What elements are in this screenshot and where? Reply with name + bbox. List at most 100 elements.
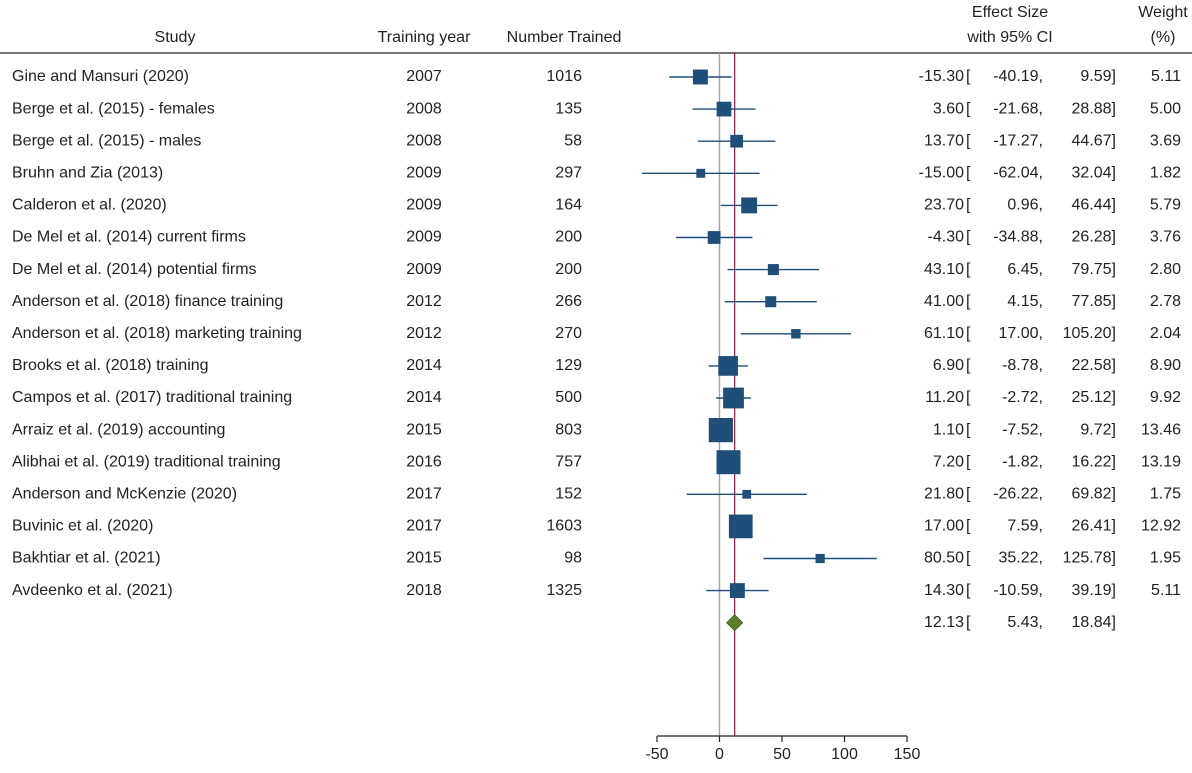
ci-upper-value: 32.04] xyxy=(1072,165,1116,182)
training-year-value: 2009 xyxy=(406,197,442,214)
weight-value: 3.69 xyxy=(1150,132,1181,149)
ci-lower-value: -7.52, xyxy=(1002,421,1043,438)
ci-lower-value: -17.27, xyxy=(993,132,1043,149)
ci-lower-value: -62.04, xyxy=(993,165,1043,182)
weight-value: 1.75 xyxy=(1150,486,1181,503)
weight-value: 2.04 xyxy=(1150,325,1181,342)
study-label: Campos et al. (2017) traditional trainin… xyxy=(12,389,292,406)
number-trained-value: 500 xyxy=(555,389,582,406)
number-trained-value: 135 xyxy=(555,100,582,117)
study-rows: Gine and Mansuri (2020) 2007 1016 -15.30[-4… xyxy=(12,68,1181,632)
effect-size-value: -15.30 xyxy=(919,68,964,85)
effect-size-value: 7.20 xyxy=(933,453,964,470)
weight-value: 1.95 xyxy=(1150,550,1181,567)
weight-value: 2.80 xyxy=(1150,261,1181,278)
table-row: Alibhai et al. (2019) traditional traini… xyxy=(12,450,1181,475)
study-label: Arraiz et al. (2019) accounting xyxy=(12,421,225,438)
effect-size-value: 17.00 xyxy=(924,518,964,535)
weight-value: 5.00 xyxy=(1150,100,1181,117)
pooled-effect-value: 12.13 xyxy=(924,614,964,631)
study-label: Anderson and McKenzie (2020) xyxy=(12,486,237,503)
study-label: Avdeenko et al. (2021) xyxy=(12,582,173,599)
training-year-value: 2008 xyxy=(406,132,442,149)
number-trained-value: 129 xyxy=(555,357,582,374)
effect-marker xyxy=(696,168,706,178)
weight-value: 1.82 xyxy=(1150,165,1181,182)
training-year-value: 2008 xyxy=(406,100,442,117)
effect-marker xyxy=(708,417,733,443)
table-row: De Mel et al. (2014) potential firms 2009… xyxy=(12,261,1181,278)
weight-value: 5.79 xyxy=(1150,197,1181,214)
ci-open-bracket: [ xyxy=(966,614,971,631)
number-trained-value: 266 xyxy=(555,293,582,310)
header-weight-unit: (%) xyxy=(1151,29,1176,46)
table-row: Anderson and McKenzie (2020) 2017 152 21.80… xyxy=(12,486,1181,503)
study-label: Bakhtiar et al. (2021) xyxy=(12,550,161,567)
training-year-value: 2009 xyxy=(406,165,442,182)
study-label: Alibhai et al. (2019) traditional traini… xyxy=(12,453,281,470)
weight-value: 2.78 xyxy=(1150,293,1181,310)
number-trained-value: 1603 xyxy=(546,518,582,535)
weight-value: 8.90 xyxy=(1150,357,1181,374)
study-label: Berge et al. (2015) - males xyxy=(12,132,201,149)
header-training-year: Training year xyxy=(378,29,471,46)
effect-size-value: 41.00 xyxy=(924,293,964,310)
table-row: Gine and Mansuri (2020) 2007 1016 -15.30[-4… xyxy=(12,68,1181,85)
training-year-value: 2015 xyxy=(406,421,442,438)
weight-value: 13.19 xyxy=(1141,453,1181,470)
effect-marker xyxy=(728,514,753,539)
number-trained-value: 152 xyxy=(555,486,582,503)
effect-size-value: -15.00 xyxy=(919,165,964,182)
study-label: Calderon et al. (2020) xyxy=(12,197,167,214)
effect-marker xyxy=(707,231,721,244)
effect-marker xyxy=(741,197,758,214)
pooled-row: 12.13[5.43, 18.84] xyxy=(726,614,1116,632)
ci-upper-value: 28.88] xyxy=(1072,100,1116,117)
effect-marker xyxy=(729,583,745,599)
ci-upper-value: 69.82] xyxy=(1072,486,1116,503)
header-number-trained: Number Trained xyxy=(507,29,622,46)
table-row: Berge et al. (2015) - males 2008 58 13.70[-… xyxy=(12,132,1181,149)
effect-marker xyxy=(742,489,752,499)
ci-open-bracket: [ xyxy=(966,197,971,214)
ci-open-bracket: [ xyxy=(966,421,971,438)
ci-open-bracket: [ xyxy=(966,486,971,503)
study-label: De Mel et al. (2014) current firms xyxy=(12,229,246,246)
pooled-ci-lower: 5.43, xyxy=(1007,614,1043,631)
ci-lower-value: -40.19, xyxy=(993,68,1043,85)
ci-open-bracket: [ xyxy=(966,453,971,470)
ci-open-bracket: [ xyxy=(966,325,971,342)
x-tick-label: -50 xyxy=(645,746,668,763)
ci-upper-value: 125.78] xyxy=(1063,550,1116,567)
effect-marker xyxy=(723,387,744,409)
training-year-value: 2009 xyxy=(406,261,442,278)
training-year-value: 2009 xyxy=(406,229,442,246)
ci-open-bracket: [ xyxy=(966,357,971,374)
training-year-value: 2012 xyxy=(406,293,442,310)
weight-value: 9.92 xyxy=(1150,389,1181,406)
weight-value: 5.11 xyxy=(1151,68,1181,85)
ci-upper-value: 44.67] xyxy=(1072,132,1116,149)
ci-lower-value: 0.96, xyxy=(1007,197,1043,214)
ci-upper-value: 26.28] xyxy=(1072,229,1116,246)
table-row: Buvinic et al. (2020) 2017 1603 17.00[7.59,… xyxy=(12,514,1181,539)
ci-upper-value: 9.72] xyxy=(1080,421,1116,438)
x-tick-label: 100 xyxy=(831,746,858,763)
pooled-ci-upper: 18.84] xyxy=(1072,614,1116,631)
table-row: Brooks et al. (2018) training 2014 129 6.90… xyxy=(12,356,1181,376)
x-tick-label: 0 xyxy=(715,746,724,763)
effect-size-value: 11.20 xyxy=(925,389,964,406)
ci-upper-value: 46.44] xyxy=(1072,197,1116,214)
number-trained-value: 200 xyxy=(555,229,582,246)
effect-size-value: 14.30 xyxy=(924,582,964,599)
ci-lower-value: -34.88, xyxy=(993,229,1043,246)
ci-upper-value: 9.59] xyxy=(1080,68,1116,85)
table-row: Avdeenko et al. (2021) 2018 1325 14.30[-10.… xyxy=(12,582,1181,599)
x-tick-label: 150 xyxy=(894,746,921,763)
number-trained-value: 297 xyxy=(555,165,582,182)
effect-size-value: 61.10 xyxy=(924,325,964,342)
training-year-value: 2018 xyxy=(406,582,442,599)
number-trained-value: 270 xyxy=(555,325,582,342)
table-row: Anderson et al. (2018) marketing trainin… xyxy=(12,325,1181,342)
weight-value: 13.46 xyxy=(1141,421,1181,438)
